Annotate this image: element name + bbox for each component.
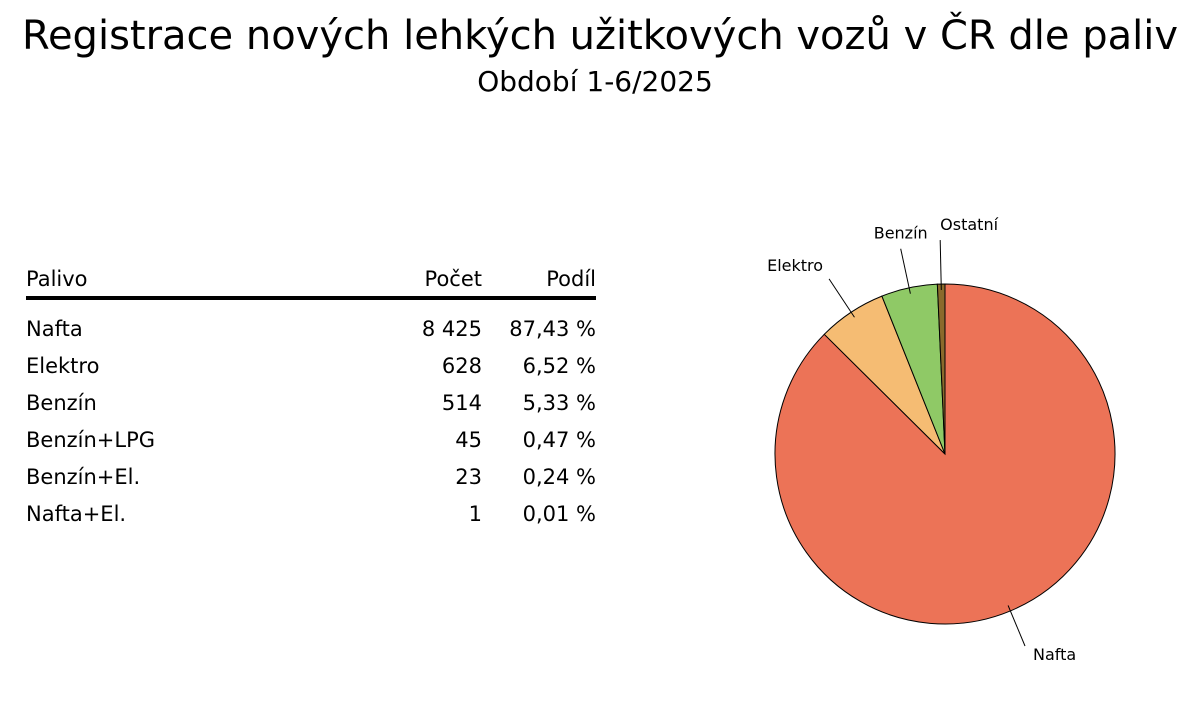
fuel-count: 628 bbox=[441, 353, 482, 378]
pie-labels: Nafta Elektro Benzín Ostatní bbox=[767, 215, 1076, 664]
fuel-name: Benzín+El. bbox=[26, 464, 141, 489]
fuel-count: 23 bbox=[455, 464, 482, 489]
leader-line-nafta bbox=[1007, 605, 1026, 647]
leader-line-elektro bbox=[828, 278, 855, 318]
fuel-share: 0,01 % bbox=[522, 501, 596, 526]
pie-slices bbox=[774, 283, 1116, 625]
fuel-name: Elektro bbox=[26, 353, 100, 378]
pie-label-ostatní: Ostatní bbox=[940, 215, 998, 234]
pie-label-benzín: Benzín bbox=[874, 224, 928, 243]
fuel-count: 45 bbox=[455, 427, 482, 452]
table-row: Elektro 628 6,52 % bbox=[26, 347, 596, 384]
fuel-share: 0,47 % bbox=[522, 427, 596, 452]
table-row: Benzín 514 5,33 % bbox=[26, 384, 596, 421]
fuel-count: 8 425 bbox=[421, 316, 482, 341]
fuel-name: Nafta+El. bbox=[26, 501, 127, 526]
page-title: Registrace nových lehkých užitkových voz… bbox=[21, 13, 1179, 59]
page-subtitle: Období 1-6/2025 bbox=[477, 65, 713, 98]
header-share: Podíl bbox=[546, 267, 596, 291]
fuel-count: 514 bbox=[441, 390, 482, 415]
fuel-share: 5,33 % bbox=[522, 390, 596, 415]
fuel-name: Benzín bbox=[26, 390, 97, 415]
leader-line-ostatní bbox=[939, 240, 942, 291]
table-row: Benzín+LPG 45 0,47 % bbox=[26, 421, 596, 458]
fuel-share: 6,52 % bbox=[522, 353, 596, 378]
pie-leader-lines bbox=[828, 240, 1026, 647]
pie-label-nafta: Nafta bbox=[1033, 645, 1076, 664]
fuel-name: Benzín+LPG bbox=[26, 427, 156, 452]
fuel-name: Nafta bbox=[26, 316, 83, 341]
fuel-count: 1 bbox=[468, 501, 482, 526]
table-row: Nafta 8 425 87,43 % bbox=[26, 310, 596, 347]
fuel-table: Palivo Počet Podíl Nafta 8 425 87,43 % E… bbox=[26, 262, 596, 532]
header-count: Počet bbox=[424, 267, 482, 291]
table-body: Nafta 8 425 87,43 % Elektro 628 6,52 % B… bbox=[26, 300, 596, 532]
table-row: Nafta+El. 1 0,01 % bbox=[26, 495, 596, 532]
pie-label-elektro: Elektro bbox=[767, 256, 823, 275]
fuel-share: 87,43 % bbox=[509, 316, 596, 341]
fuel-share: 0,24 % bbox=[522, 464, 596, 489]
table-header: Palivo Počet Podíl bbox=[26, 262, 596, 300]
header-fuel: Palivo bbox=[26, 267, 88, 291]
table-row: Benzín+El. 23 0,24 % bbox=[26, 458, 596, 495]
leader-line-benzín bbox=[900, 248, 911, 294]
